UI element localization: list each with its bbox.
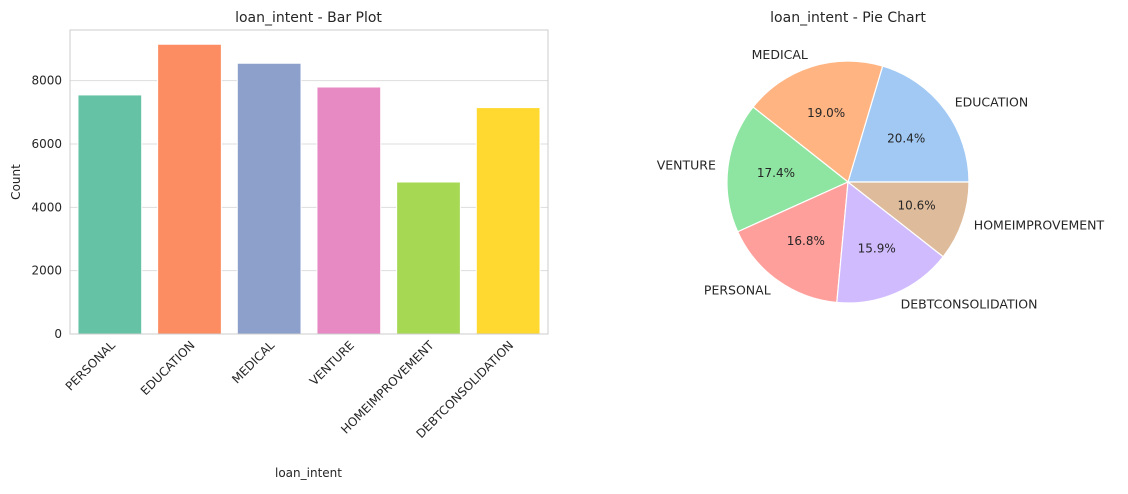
x-tick-label: PERSONAL xyxy=(63,338,118,393)
y-tick-label: 2000 xyxy=(31,264,62,278)
bar xyxy=(475,107,541,335)
pie-slice xyxy=(836,181,944,304)
bar-chart-y-ticks: 0 2000 4000 6000 8000 xyxy=(31,74,62,341)
pie-chart-slices xyxy=(726,60,970,304)
pie-chart-labels: EDUCATION 20.4% MEDICAL 19.0% VENTURE 17.4% PE… xyxy=(657,47,1105,311)
bar xyxy=(77,94,143,335)
bar xyxy=(316,86,382,335)
bar-chart: loan_intent - Bar Plot 0 2000 4000 6000 8000… xyxy=(9,10,549,480)
pie-chart: loan_intent - Pie Chart EDUCATION 20.4% ME… xyxy=(657,10,1105,311)
pie-slice xyxy=(737,181,849,304)
x-tick-label: EDUCATION xyxy=(138,338,198,398)
bar-chart-bars xyxy=(77,43,541,335)
x-tick-label: MEDICAL xyxy=(229,338,277,386)
y-tick-label: 8000 xyxy=(31,74,62,88)
bar-chart-title: loan_intent - Bar Plot xyxy=(235,10,382,26)
bar-chart-y-axis-label: Count xyxy=(9,164,23,200)
pie-slice xyxy=(847,181,970,258)
bar xyxy=(396,181,461,335)
pie-slice xyxy=(847,65,970,183)
bar-chart-x-ticks: PERSONAL EDUCATION MEDICAL VENTUREHOMEIMPRO… xyxy=(63,338,517,441)
pie-slice-label: HOMEIMPROVEMENT xyxy=(974,217,1105,232)
bar xyxy=(236,62,302,335)
pie-slice-label: VENTURE xyxy=(657,158,716,173)
bar xyxy=(157,43,222,335)
y-tick-label: 4000 xyxy=(31,200,62,214)
pie-slice-label: MEDICAL xyxy=(752,47,808,62)
pie-slice-label: PERSONAL xyxy=(704,282,771,297)
pie-percent-label: 16.8% xyxy=(787,234,825,248)
pie-slice-label: DEBTCONSOLIDATION xyxy=(901,296,1038,311)
pie-percent-label: 10.6% xyxy=(898,199,936,213)
bar-chart-frame xyxy=(69,29,549,335)
pie-percent-label: 19.0% xyxy=(807,106,845,120)
pie-slice-label: EDUCATION xyxy=(955,94,1029,109)
bar-chart-x-axis-label: loan_intent xyxy=(275,466,342,480)
pie-percent-label: 17.4% xyxy=(757,166,795,180)
pie-percent-label: 15.9% xyxy=(858,242,896,256)
pie-slice xyxy=(726,106,849,233)
y-tick-label: 0 xyxy=(54,327,62,341)
pie-percent-label: 20.4% xyxy=(887,132,925,146)
pie-slice xyxy=(752,60,884,183)
pie-chart-title: loan_intent - Pie Chart xyxy=(770,10,926,26)
x-tick-label: VENTURE xyxy=(307,338,357,388)
y-tick-label: 6000 xyxy=(31,137,62,151)
